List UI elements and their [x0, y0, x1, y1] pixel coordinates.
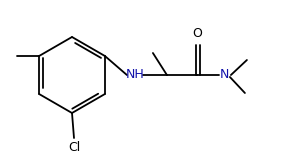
Text: N: N	[220, 69, 230, 82]
Text: NH: NH	[126, 69, 144, 82]
Text: Cl: Cl	[68, 141, 80, 154]
Text: O: O	[192, 27, 202, 40]
